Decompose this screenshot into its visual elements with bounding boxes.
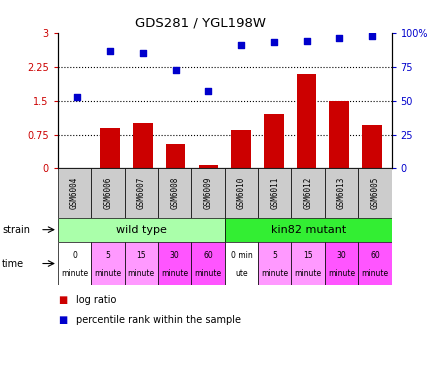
Text: minute: minute	[128, 269, 155, 278]
Bar	[166, 143, 186, 168]
Bar	[191, 168, 225, 218]
Bar	[225, 218, 392, 242]
Text: GSM6011: GSM6011	[270, 177, 279, 209]
Bar	[225, 168, 258, 218]
Bar	[358, 242, 392, 285]
Point	[139, 51, 146, 56]
Bar	[58, 242, 91, 285]
Bar	[325, 168, 358, 218]
Bar	[158, 168, 191, 218]
Text: GSM6005: GSM6005	[370, 177, 380, 209]
Bar	[101, 128, 120, 168]
Bar	[297, 74, 316, 168]
Text: 15: 15	[303, 251, 313, 260]
Bar	[133, 123, 153, 168]
Text: 0: 0	[72, 251, 77, 260]
Bar	[91, 242, 125, 285]
Text: 60: 60	[203, 251, 213, 260]
Text: kin82 mutant: kin82 mutant	[271, 225, 346, 235]
Text: minute: minute	[261, 269, 288, 278]
Text: GSM6008: GSM6008	[170, 177, 179, 209]
Text: 15: 15	[137, 251, 146, 260]
Text: minute: minute	[361, 269, 388, 278]
Bar	[264, 114, 283, 168]
Bar	[329, 101, 349, 168]
Text: minute: minute	[328, 269, 355, 278]
Text: 30: 30	[170, 251, 179, 260]
Text: minute: minute	[94, 269, 121, 278]
Point	[336, 36, 343, 41]
Text: minute: minute	[295, 269, 322, 278]
Point	[172, 67, 179, 72]
Bar	[231, 130, 251, 168]
Text: strain: strain	[2, 225, 30, 235]
Text: GDS281 / YGL198W: GDS281 / YGL198W	[135, 16, 266, 30]
Bar	[158, 242, 191, 285]
Bar	[225, 242, 258, 285]
Text: GSM6012: GSM6012	[303, 177, 313, 209]
Text: GSM6013: GSM6013	[337, 177, 346, 209]
Text: minute: minute	[161, 269, 188, 278]
Point	[107, 48, 114, 53]
Text: GSM6006: GSM6006	[103, 177, 113, 209]
Text: 5: 5	[272, 251, 277, 260]
Text: ute: ute	[235, 269, 248, 278]
Bar	[191, 242, 225, 285]
Bar	[362, 126, 382, 168]
Point	[303, 38, 310, 44]
Bar	[325, 242, 358, 285]
Point	[270, 40, 277, 45]
Text: GSM6010: GSM6010	[237, 177, 246, 209]
Bar	[291, 168, 325, 218]
Bar	[125, 168, 158, 218]
Bar	[258, 242, 291, 285]
Bar	[91, 168, 125, 218]
Text: 5: 5	[105, 251, 110, 260]
Bar	[58, 168, 91, 218]
Point	[238, 42, 245, 48]
Bar	[291, 242, 325, 285]
Point	[74, 94, 81, 100]
Text: wild type: wild type	[116, 225, 167, 235]
Text: percentile rank within the sample: percentile rank within the sample	[76, 315, 241, 325]
Text: GSM6009: GSM6009	[203, 177, 213, 209]
Bar	[58, 218, 225, 242]
Text: ■: ■	[58, 315, 67, 325]
Text: GSM6007: GSM6007	[137, 177, 146, 209]
Text: minute: minute	[194, 269, 222, 278]
Bar	[198, 165, 218, 168]
Bar	[258, 168, 291, 218]
Text: 0 min: 0 min	[231, 251, 252, 260]
Point	[205, 88, 212, 94]
Text: 30: 30	[337, 251, 346, 260]
Text: minute: minute	[61, 269, 88, 278]
Text: time: time	[2, 258, 24, 269]
Text: GSM6004: GSM6004	[70, 177, 79, 209]
Bar	[125, 242, 158, 285]
Text: 60: 60	[370, 251, 380, 260]
Point	[368, 33, 376, 38]
Text: ■: ■	[58, 295, 67, 305]
Text: log ratio: log ratio	[76, 295, 116, 305]
Bar	[358, 168, 392, 218]
